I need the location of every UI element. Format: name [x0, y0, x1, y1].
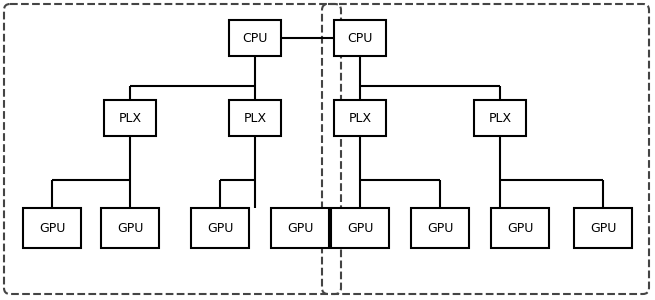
FancyBboxPatch shape [104, 100, 156, 136]
FancyBboxPatch shape [191, 208, 249, 248]
FancyBboxPatch shape [271, 208, 329, 248]
FancyBboxPatch shape [229, 100, 281, 136]
FancyBboxPatch shape [411, 208, 469, 248]
FancyBboxPatch shape [23, 208, 81, 248]
FancyBboxPatch shape [334, 20, 386, 56]
FancyBboxPatch shape [101, 208, 159, 248]
FancyBboxPatch shape [229, 20, 281, 56]
Text: PLX: PLX [119, 112, 141, 124]
Text: GPU: GPU [287, 221, 313, 235]
Text: PLX: PLX [489, 112, 512, 124]
Text: GPU: GPU [117, 221, 143, 235]
Text: GPU: GPU [507, 221, 533, 235]
Text: PLX: PLX [348, 112, 371, 124]
Text: GPU: GPU [207, 221, 233, 235]
FancyBboxPatch shape [331, 208, 389, 248]
Text: CPU: CPU [347, 32, 373, 44]
FancyBboxPatch shape [334, 100, 386, 136]
Text: PLX: PLX [244, 112, 267, 124]
Text: GPU: GPU [590, 221, 616, 235]
FancyBboxPatch shape [474, 100, 526, 136]
Text: CPU: CPU [242, 32, 268, 44]
Text: GPU: GPU [346, 221, 373, 235]
Text: GPU: GPU [427, 221, 453, 235]
FancyBboxPatch shape [491, 208, 549, 248]
Text: GPU: GPU [39, 221, 66, 235]
FancyBboxPatch shape [574, 208, 632, 248]
